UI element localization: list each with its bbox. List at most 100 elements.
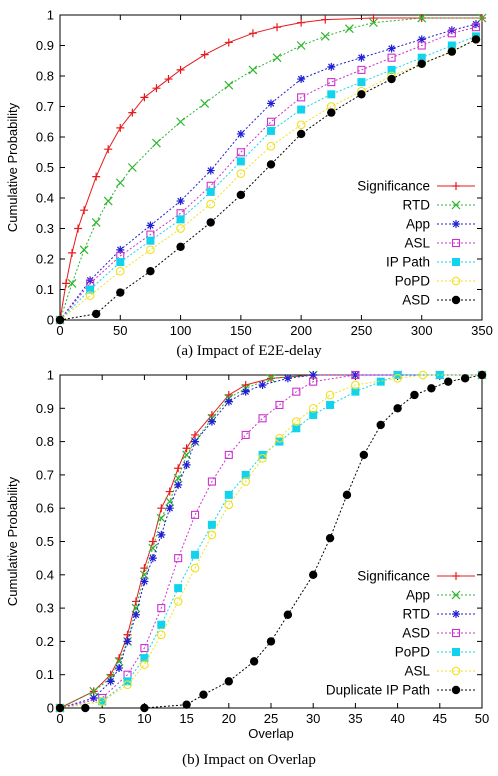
chart-b-series-popd-point	[207, 520, 216, 529]
chart-b-series-duplicate-ip-path-point	[182, 700, 191, 709]
chart-b-series-asl-point	[224, 500, 234, 510]
chart-b-series-app-point	[89, 686, 99, 696]
chart-a-ytick-label: 0.9	[36, 38, 54, 53]
chart-a-series-app-point	[236, 129, 245, 138]
chart-a-series-asd-point	[387, 74, 396, 84]
chart-b-series-significance-point	[140, 564, 149, 573]
chart-b-series-duplicate-ip-path-point	[393, 404, 402, 413]
chart-a-series-significance-point	[128, 108, 137, 117]
chart-b-series-popd-point	[241, 470, 250, 479]
chart-a-series-ip-path-point	[86, 285, 95, 294]
chart-a-series-rtd-point	[152, 138, 161, 148]
chart-a-series-asl-point	[447, 29, 456, 38]
chart-b-series-rtd	[56, 371, 486, 712]
chart-b-ytick-label: 0.9	[36, 401, 54, 416]
chart-a-legend-label-popd: PoPD	[395, 274, 431, 289]
chart-a-series-asd	[55, 35, 481, 325]
chart-a-xtick-label: 250	[351, 323, 373, 338]
chart-b-ytick-label: 0.3	[36, 601, 54, 616]
chart-b-series-asl-point	[418, 370, 428, 380]
chart-a-series-app-point	[146, 221, 155, 230]
chart-b-series-duplicate-ip-path-point	[199, 690, 208, 699]
chart-a-series-asl-point	[357, 65, 366, 74]
chart-b-series-asd-point	[258, 414, 267, 423]
chart-b-series-rtd-point	[174, 480, 183, 489]
chart-a-ytick-label: 0.1	[36, 282, 54, 297]
chart-b-ytick-label: 0	[47, 701, 54, 716]
chart-b-legend-label-asd: ASD	[402, 626, 430, 641]
chart-b-series-popd	[56, 371, 486, 712]
chart-b-series-duplicate-ip-path-point	[410, 390, 419, 400]
chart-b-series-significance-point	[131, 597, 140, 606]
chart-b-series-asl-point	[351, 380, 360, 390]
chart-b-legend-label-duplicate-ip-path: Duplicate IP Path	[326, 683, 430, 698]
chart-b-xtick-label: 30	[306, 711, 320, 726]
chart-b-xtick-label: 45	[433, 711, 447, 726]
chart-a-series-rtd-point	[477, 13, 487, 23]
chart-a-series-significance-point	[74, 224, 83, 233]
chart-b-series-rtd-point	[89, 694, 98, 703]
chart-a-series-app-point	[417, 35, 426, 44]
chart-b-series-duplicate-ip-path-point	[283, 610, 293, 619]
chart-b-series-popd-line	[59, 374, 482, 709]
chart-a-series-significance-point	[248, 29, 257, 38]
chart-b-series-rtd-point	[157, 530, 166, 539]
chart-a-series-app-point	[206, 166, 215, 175]
chart-a-series-app-point	[387, 44, 396, 53]
chart-b-legend-marker-asl	[451, 666, 461, 676]
chart-a-series-significance-point	[176, 65, 185, 74]
chart-a-ytick-label: 0.4	[36, 191, 54, 206]
chart-b-series-asd-point	[140, 644, 149, 653]
chart-b-ytick-label: 0.8	[36, 434, 54, 449]
chart-a-xtick-label: 50	[113, 323, 127, 338]
chart-a-series-app-point	[267, 99, 275, 108]
chart-a-series-significance-point	[321, 15, 330, 24]
chart-a-series-ip-path-point	[327, 90, 336, 99]
chart-b-series-popd-point	[191, 550, 200, 559]
chart-a-series-rtd-point	[248, 65, 258, 75]
chart-a-series-asd-point	[116, 288, 125, 297]
chart-a-series-ip-path-point	[357, 78, 366, 87]
chart-a-series-popd-point	[236, 169, 246, 178]
chart-b-series-rtd-point	[140, 577, 149, 586]
chart-b-series-significance	[56, 371, 486, 712]
chart-a-series-asl-point	[387, 53, 396, 62]
chart-a-series-popd-point	[266, 141, 276, 151]
chart-b-series-duplicate-ip-path-point	[477, 370, 487, 380]
chart-b-xtick-label: 15	[179, 711, 193, 726]
chart-a-legend-label-asd: ASD	[402, 293, 430, 308]
chart-a-series-ip-path-point	[447, 41, 456, 50]
chart-b-series-rtd-point	[115, 664, 124, 673]
chart-b-series-rtd-point	[182, 460, 191, 469]
chart-b-xtick-label: 20	[222, 711, 236, 726]
chart-a-legend-marker-significance	[452, 182, 460, 190]
chart-b-series-app-point	[173, 473, 183, 483]
chart-b-ytick-label: 0.2	[36, 634, 54, 649]
chart-b-series-app-point	[165, 497, 175, 506]
chart-a-ytick-label: 0.8	[36, 69, 54, 84]
chart-a-series-significance	[56, 14, 486, 324]
chart-a-xtick-label: 100	[170, 323, 192, 338]
chart-a-series-asd-point	[357, 90, 366, 99]
chart-a-series-significance-point	[273, 23, 282, 32]
chart-b-series-rtd-point	[148, 554, 157, 563]
chart-b-series-rtd-point	[309, 371, 318, 379]
chart-b-series-asl-point	[308, 403, 318, 413]
chart-b-series-asd-point	[157, 604, 166, 613]
chart-b-series-rtd-point	[106, 677, 115, 686]
chart-a-series-significance-point	[164, 75, 173, 84]
chart-b-legend-marker-significance	[452, 572, 460, 580]
chart-a-series-significance-point	[92, 172, 101, 181]
chart-b-series-asl-point	[325, 390, 335, 400]
chart-b-series-asl-point	[207, 530, 217, 540]
chart-b-legend-marker-popd	[452, 648, 460, 656]
chart-a-e2e-delay: 0 50 100 150 200 250 300 350 0 0.1 0.2 0.3 0.4 0.5 0.6…	[5, 8, 493, 341]
chart-b-ytick-label: 0.7	[36, 467, 54, 482]
chart-b-series-popd-point	[140, 654, 149, 663]
chart-a-series-significance-point	[116, 123, 125, 132]
chart-a-series-ip-path-point	[417, 53, 426, 62]
chart-b-series-asd-point	[190, 510, 200, 519]
chart-b-series-duplicate-ip-path-point	[444, 377, 453, 386]
chart-b-series-asd-point	[224, 450, 233, 459]
chart-b-series-asd-point	[241, 430, 250, 439]
